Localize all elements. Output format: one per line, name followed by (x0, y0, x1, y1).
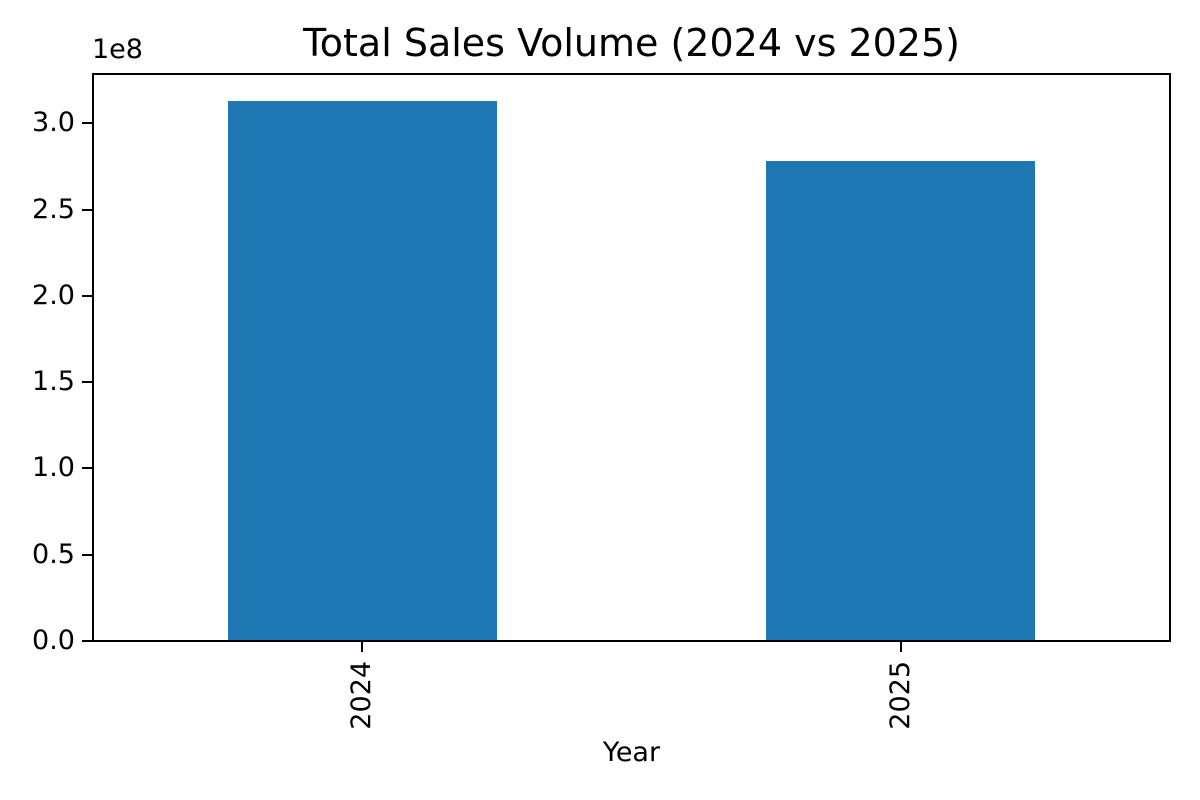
plot-area: 0.0 0.5 1.0 1.5 2.0 2.5 3.0 2024 2025 (32, 73, 1171, 730)
y-tick (82, 381, 92, 384)
y-tick (82, 467, 92, 470)
y-tick-label: 1.0 (32, 452, 75, 484)
y-axis-offset-label: 1e8 (92, 34, 143, 65)
x-tick-label-text: 2025 (884, 661, 916, 730)
y-tick (82, 553, 92, 556)
y-tick (82, 640, 92, 642)
y-tick-label: 2.0 (32, 279, 75, 311)
y-tick (82, 208, 92, 211)
bar-2024 (227, 101, 497, 641)
x-tick (899, 642, 902, 652)
y-tick-label: 2.5 (32, 193, 75, 225)
x-tick (361, 642, 364, 652)
y-tick (82, 294, 92, 297)
bar-2025 (766, 161, 1036, 641)
y-tick-label: 0.0 (32, 625, 75, 656)
x-axis-label: Year (602, 737, 661, 768)
chart-title: Total Sales Volume (2024 vs 2025) (303, 21, 960, 65)
y-tick-label: 3.0 (32, 107, 75, 139)
y-tick (82, 122, 92, 125)
y-tick-label: 1.5 (32, 366, 75, 398)
y-tick-label: 0.5 (32, 538, 75, 570)
x-tick-label-text: 2024 (346, 661, 378, 730)
